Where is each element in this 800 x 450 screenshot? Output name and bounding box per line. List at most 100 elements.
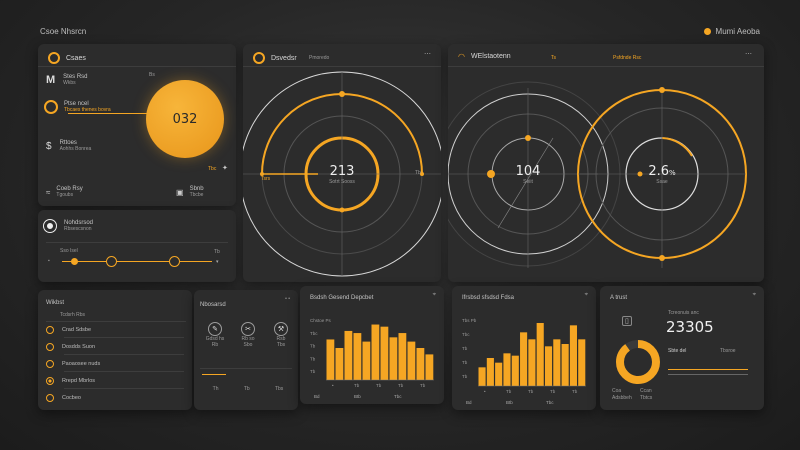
list-item[interactable]: Dosdds Suon [46,343,186,351]
bar[interactable] [536,323,544,386]
bar-chart-2-title: Ifrsbsd sfsdsd Fdsa [462,295,515,301]
left-item-3[interactable]: $ Rttoes Aohhs Bonrea [46,140,91,152]
bar[interactable] [326,339,335,380]
device-accent-line [202,374,226,375]
radio-icon[interactable] [46,377,54,385]
bottom-right-sub: Tbcbe [189,192,204,198]
right-bottom-item[interactable]: ▣ Sbnb Tbcbe [176,186,204,198]
radio-icon[interactable] [46,326,54,334]
power-icon [44,220,56,232]
chart-footer-label: Tbc [394,394,402,399]
bar[interactable] [553,339,561,386]
y-tick-label: Tb [310,344,316,349]
list-divider [64,354,184,355]
bar[interactable] [511,355,519,386]
list-item-label: Paoaosee nuds [62,361,101,367]
bar[interactable] [503,353,511,386]
bar[interactable] [544,346,553,386]
slider-end-icon: ▾ [216,259,219,265]
left-item-3-title: Rttoes [59,140,77,146]
left-panel-header: Csaes [48,52,86,64]
pin-icon[interactable]: ⌖ [432,292,436,298]
slider-knob-2[interactable] [106,256,117,267]
slider-knob-3[interactable] [169,256,180,267]
radar1-subtitle: Pmoredo [309,55,330,61]
chart-footer-label: Bd [314,394,320,399]
list-item-label: Dosdds Suon [62,344,96,350]
range-slider[interactable] [62,256,212,267]
app-title: Csoe Nhsrcn [40,27,87,36]
pin-icon[interactable]: ⌖ [584,292,588,298]
slider-panel: Nohdsrsod Rbsescsnon Sso Isel ▪ Tb ▾ [38,210,236,282]
radar2-title: WElstaotenn [470,53,511,60]
list-item[interactable]: Cocbeo [46,394,186,402]
radio-icon[interactable] [46,343,54,351]
more-icon[interactable]: ⋯ [424,51,431,58]
device-item-2-label: Rb so [241,336,255,342]
left-panel-title: Csaes [66,54,86,62]
slider-knob-1[interactable] [70,258,78,265]
bar[interactable] [425,354,434,380]
list-item-label: Cocbeo [62,395,81,401]
radar1-title: Dsvedsr [271,54,297,62]
bar[interactable] [362,341,371,380]
orange-ring-icon [48,52,60,64]
bar[interactable] [371,324,380,380]
stat-panel: A trust ⌖ Tcreonuis anc ▯ 23305 Sbte del… [600,286,764,410]
wrench-icon: ✎ [208,322,222,336]
device-item-3-label: Rsb [276,336,286,342]
bar-chart-panel-2: Ifrsbsd sfsdsd Fdsa ⌖ Tbs Pb Tbc Tb Tb Tb • Tb… [452,286,596,410]
radar1-dial [243,71,441,277]
bar[interactable] [407,341,416,380]
radio-icon[interactable] [46,360,54,368]
left-item-2[interactable]: Ptse ncel Tbcaes thenes bovra [44,100,111,114]
stat-line-1 [668,369,748,370]
bar-chart-2: Tbs Pb Tbc Tb Tb Tb • Tb Tb Tb Tb Bd Btb Tbc [462,318,586,405]
bar[interactable] [495,362,503,386]
bar[interactable] [478,367,486,386]
device-panel-menu[interactable]: • • [285,296,290,302]
stat-label: Sbte del [668,348,687,354]
user-menu[interactable]: Mumi Aeoba [703,27,760,36]
left-bottom-item[interactable]: ≈ Coeb Rsy Tgoubs [46,186,83,198]
list-panel-sub: Tcdsrh Rbs [60,312,86,318]
radar1-header: Dsvedsr [253,52,297,64]
radio-icon[interactable] [46,394,54,402]
more-icon[interactable]: ⋯ [745,51,752,58]
bar[interactable] [380,326,389,380]
bar[interactable] [353,333,362,380]
bar[interactable] [416,348,425,380]
list-item[interactable]: Crad Sdsbe [46,326,186,334]
bar[interactable] [569,325,577,386]
bar-chart-panel-1: Bsdsh Gesend Depcbet ⌖ Chstoe Ps Tbc Tb Tb T… [300,286,444,404]
wave-icon: ≈ [46,187,51,197]
bar[interactable] [520,332,528,386]
bar[interactable] [389,337,398,380]
x-tick-label: Tb [528,389,534,394]
bar[interactable] [344,330,353,380]
bar[interactable] [486,358,494,386]
list-item[interactable]: Paoaosee nuds [46,360,186,368]
stat-footer-left: Coa [612,388,622,394]
radar2-tag1: Ts [551,55,556,61]
device-item-3[interactable]: ⚒ Rsb Tbs [266,318,296,348]
slider-left-mark: ▪ [48,258,50,264]
list-item[interactable]: Rrepd Mbrlos [46,377,186,385]
stat-footer-sub: Adsbbeh [612,395,632,401]
bar[interactable] [335,348,344,380]
pin-icon[interactable]: ⌖ [752,292,756,298]
left-item-1[interactable]: M Stes Rsd Wkbs [46,74,88,86]
bar[interactable] [561,344,569,386]
device-footer-3: Tbs [274,386,284,392]
device-item-1[interactable]: ✎ Gdsd hs Rb [200,318,230,348]
radar2-tag2: Psfdnde Rsc [613,55,642,61]
slider-label: Sso Isel [60,248,78,254]
device-item-2[interactable]: ✂ Rb so Sbo [233,318,263,348]
device-footer-1: Th [212,386,219,392]
bar[interactable] [578,339,586,386]
orb-caption: Tbc [208,166,217,172]
bar[interactable] [528,339,536,386]
device-item-1-value: Rb [211,342,219,348]
bar[interactable] [398,333,407,380]
dollar-icon: $ [46,140,52,152]
